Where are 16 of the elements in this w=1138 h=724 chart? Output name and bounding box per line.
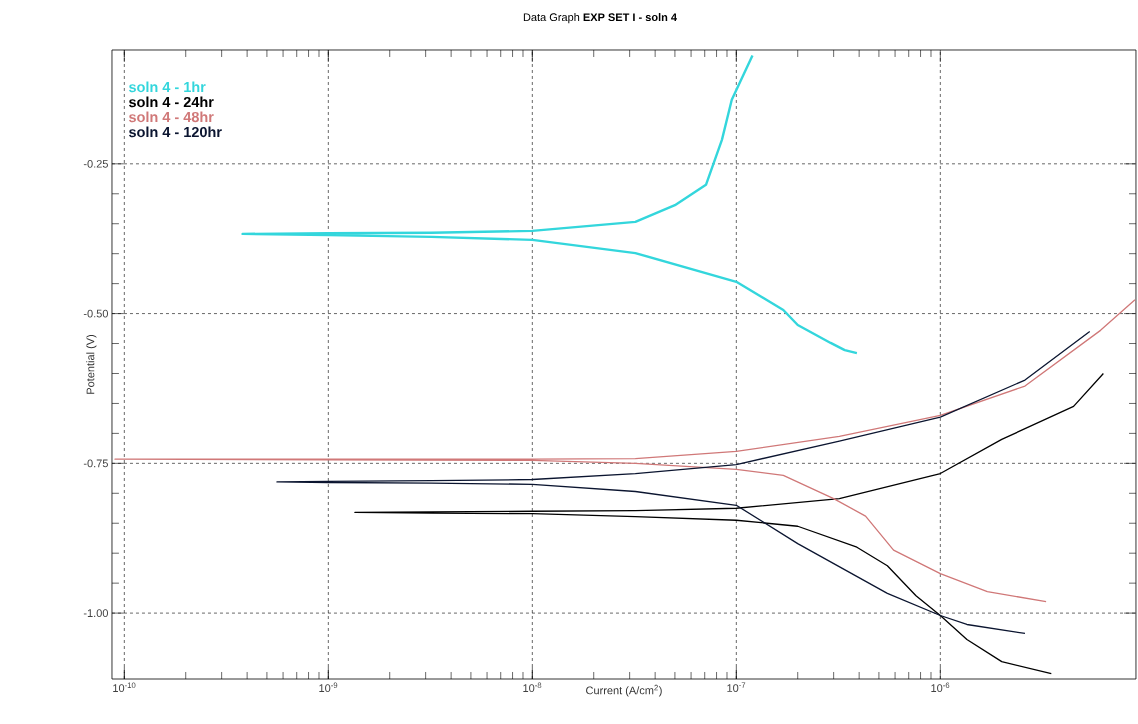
x-tick-label: 10$^{-6}$: [931, 682, 950, 692]
x-axis-title: Current (A/cm$^{2}$): [586, 684, 662, 697]
x-tick-label: 10$^{-7}$: [727, 682, 746, 692]
chart-title: Data Graph EXP SET I - soln 4: [523, 13, 677, 24]
text: soln 4 - 24hr: [129, 96, 214, 108]
y-tick-label: -0.25: [83, 159, 108, 168]
y-axis-title: Potential (V): [86, 334, 97, 394]
y-tick-label: -1.00: [83, 609, 108, 617]
x-tick-label: 10$^{-9}$: [319, 682, 338, 692]
text: soln 4 - 120hr: [129, 126, 222, 138]
text: soln 4 - 1hr: [129, 81, 206, 93]
y-tick-label: -0.50: [83, 309, 108, 318]
text: soln 4 - 48hr: [129, 111, 214, 123]
y-tick-label: -0.75: [83, 459, 108, 468]
x-tick-label: 10$^{-8}$: [523, 682, 542, 692]
x-tick-label: 10$^{-10}$: [113, 682, 136, 692]
